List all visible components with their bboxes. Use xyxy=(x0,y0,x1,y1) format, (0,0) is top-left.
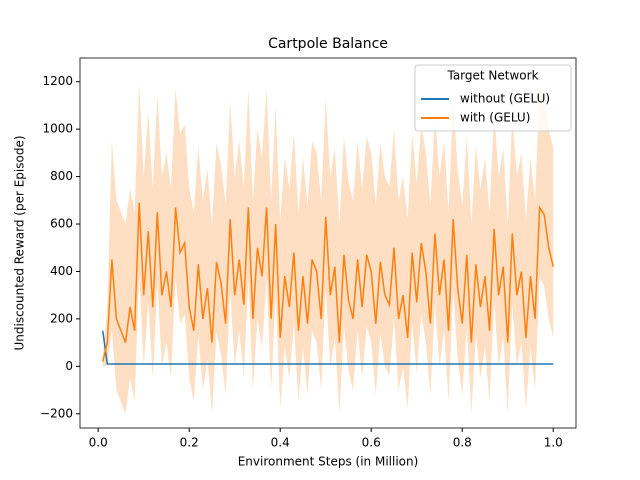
y-tick-label: 600 xyxy=(50,217,73,231)
x-tick-label: 0.8 xyxy=(453,436,472,450)
legend-label: without (GELU) xyxy=(460,92,550,106)
y-tick-label: 0 xyxy=(65,359,73,373)
y-tick-label: 200 xyxy=(50,311,73,325)
x-axis-label: Environment Steps (in Million) xyxy=(238,455,419,469)
chart-title: Cartpole Balance xyxy=(268,36,388,52)
y-tick-label: 400 xyxy=(50,264,73,278)
y-tick-label: 1200 xyxy=(42,74,73,88)
legend-box xyxy=(414,64,572,132)
series-line xyxy=(102,330,554,365)
legend-title: Target Network xyxy=(446,69,538,83)
y-tick-label: 800 xyxy=(50,169,73,183)
y-tick-label: 1000 xyxy=(42,122,73,136)
y-tick-label: −200 xyxy=(40,406,73,420)
x-tick-label: 0.6 xyxy=(362,436,381,450)
x-tick-label: 0.0 xyxy=(89,436,108,450)
series-line xyxy=(102,202,554,362)
plot-frame xyxy=(79,57,577,429)
legend-label: with (GELU) xyxy=(460,111,530,125)
x-tick-label: 0.4 xyxy=(271,436,290,450)
x-tick-label: 1.0 xyxy=(544,436,563,450)
x-tick-label: 0.2 xyxy=(180,436,199,450)
y-axis-label: Undiscounted Reward (per Episode) xyxy=(13,135,27,350)
